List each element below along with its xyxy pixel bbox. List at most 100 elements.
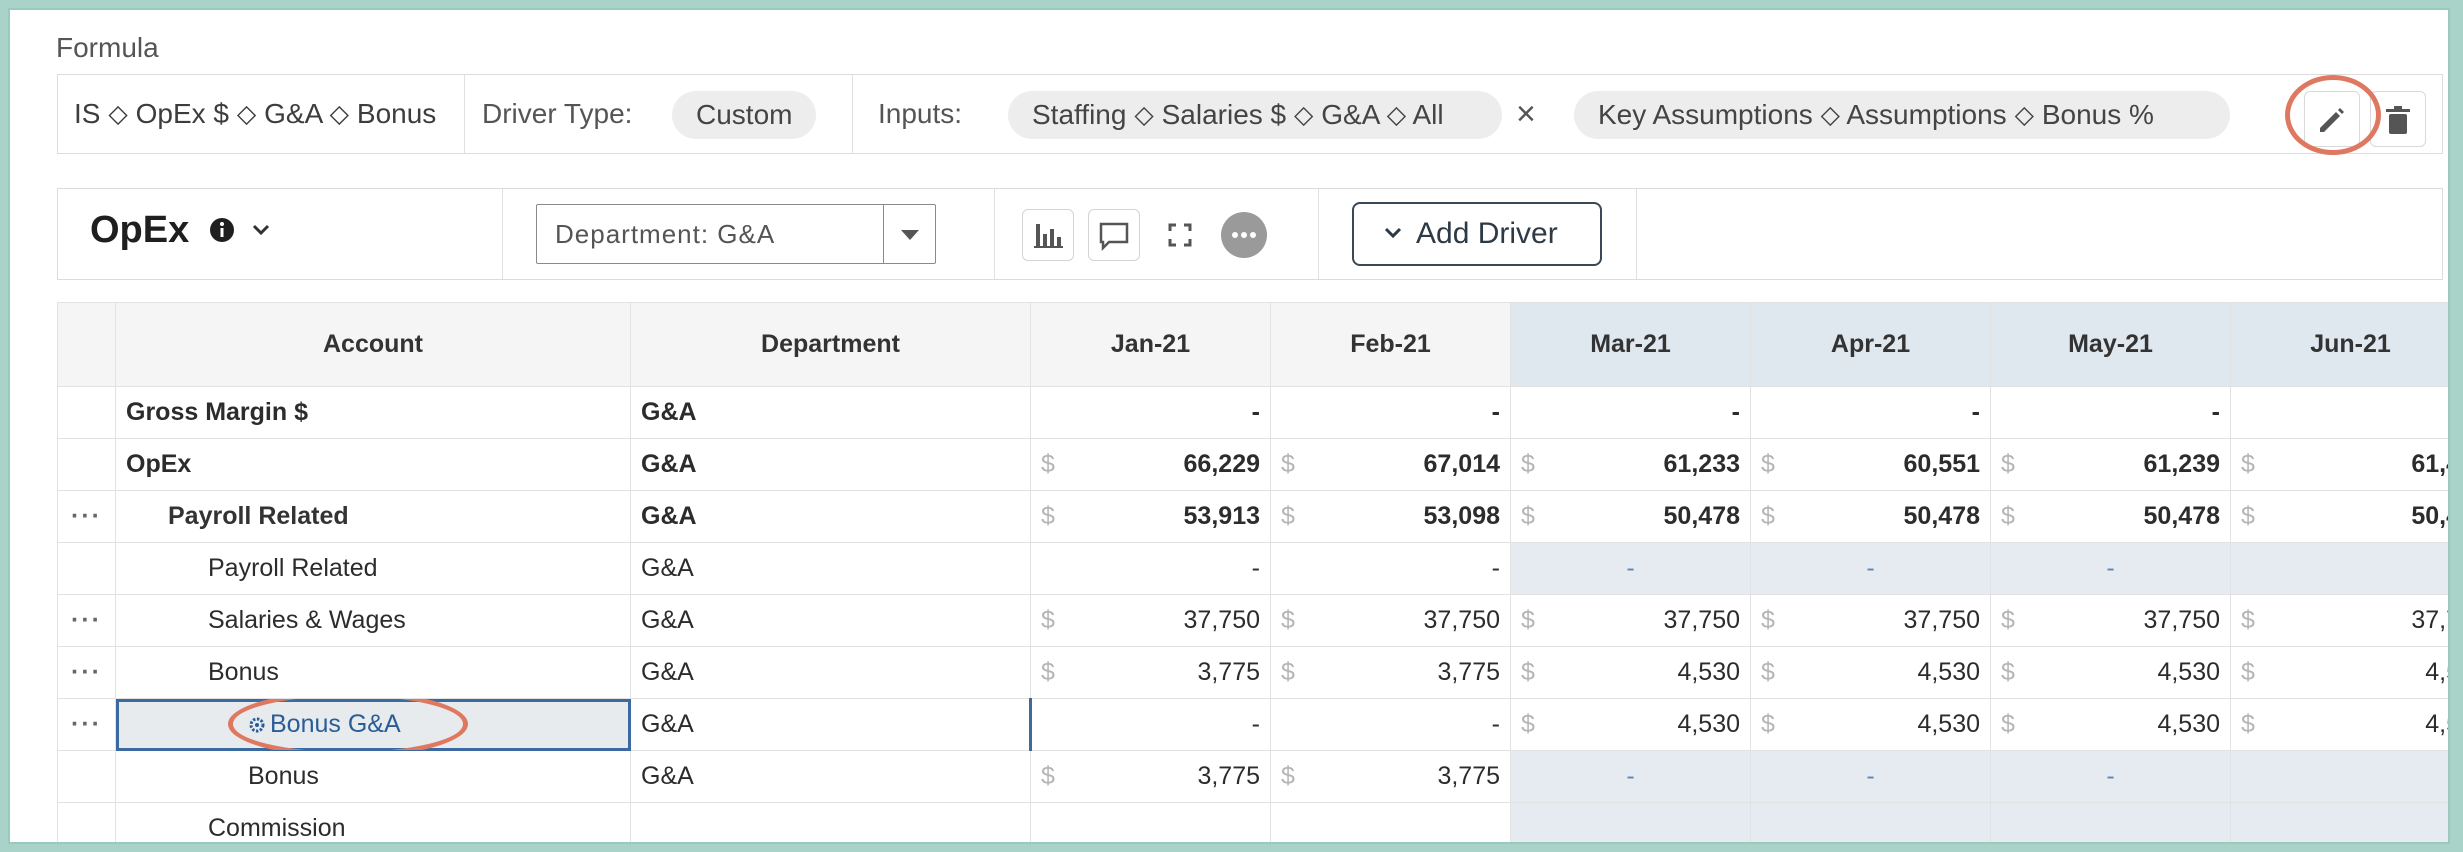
currency-symbol: $: [1281, 502, 1295, 530]
value-cell[interactable]: -: [1510, 542, 1751, 595]
value-cell[interactable]: $53,913: [1030, 490, 1271, 543]
account-cell[interactable]: Bonus: [115, 750, 631, 803]
header-account[interactable]: Account: [115, 302, 631, 387]
value-cell[interactable]: $50,478: [1750, 490, 1991, 543]
value-cell[interactable]: $4,530: [1750, 646, 1991, 699]
value-cell[interactable]: -: [1030, 386, 1271, 439]
account-cell[interactable]: Bonus: [115, 646, 631, 699]
value-cell[interactable]: $61,233: [1510, 438, 1751, 491]
value-cell[interactable]: [2230, 386, 2448, 439]
account-cell[interactable]: Payroll Related: [115, 542, 631, 595]
department-cell[interactable]: G&A: [630, 438, 1031, 491]
info-icon[interactable]: [208, 216, 236, 244]
value-cell[interactable]: $3,775: [1270, 646, 1511, 699]
header-month[interactable]: Jun-21: [2230, 302, 2448, 387]
value-cell[interactable]: [2230, 802, 2448, 842]
account-cell[interactable]: Commission: [115, 802, 631, 842]
header-month[interactable]: May-21: [1990, 302, 2231, 387]
currency-symbol: $: [1761, 658, 1775, 686]
highlight-ring: [2285, 75, 2381, 155]
value-cell[interactable]: [1990, 802, 2231, 842]
input-pill-key-assumptions[interactable]: Key Assumptions ⬦ Assumptions ⬦ Bonus %: [1574, 91, 2230, 139]
account-cell[interactable]: OpEx: [115, 438, 631, 491]
value-cell[interactable]: -: [1029, 698, 1271, 751]
department-cell[interactable]: G&A: [630, 542, 1031, 595]
header-month[interactable]: Mar-21: [1510, 302, 1751, 387]
chart-button[interactable]: [1022, 209, 1074, 261]
value-cell[interactable]: -: [1510, 750, 1751, 803]
value-cell[interactable]: $61,239: [1990, 438, 2231, 491]
header-month[interactable]: Apr-21: [1750, 302, 1991, 387]
value-cell[interactable]: $67,014: [1270, 438, 1511, 491]
value-cell[interactable]: -: [1750, 386, 1991, 439]
value-cell[interactable]: $60,551: [1750, 438, 1991, 491]
fullscreen-button[interactable]: [1154, 209, 1206, 261]
value-cell[interactable]: -: [1990, 386, 2231, 439]
value-cell[interactable]: -: [1990, 750, 2231, 803]
value-cell[interactable]: -: [1750, 542, 1991, 595]
account-cell[interactable]: Payroll Related: [115, 490, 631, 543]
chevron-down-icon[interactable]: [248, 217, 274, 243]
value-cell[interactable]: -: [1270, 386, 1511, 439]
value-cell[interactable]: $37,750: [1750, 594, 1991, 647]
header-month[interactable]: Feb-21: [1270, 302, 1511, 387]
row-menu-button[interactable]: ···: [57, 594, 116, 647]
value-cell[interactable]: $50,4: [2230, 490, 2448, 543]
value-cell[interactable]: -: [1030, 542, 1271, 595]
value-cell[interactable]: -: [1270, 542, 1511, 595]
input-pill-staffing[interactable]: Staffing ⬦ Salaries $ ⬦ G&A ⬦ All: [1008, 91, 1502, 139]
department-cell[interactable]: G&A: [630, 594, 1031, 647]
account-cell[interactable]: Gross Margin $: [115, 386, 631, 439]
value-cell[interactable]: $4,530: [1750, 698, 1991, 751]
value-cell[interactable]: $3,775: [1030, 646, 1271, 699]
value-cell[interactable]: $37,7: [2230, 594, 2448, 647]
add-driver-button[interactable]: Add Driver: [1352, 202, 1602, 266]
value-cell[interactable]: $4,530: [1510, 646, 1751, 699]
row-menu-button[interactable]: ···: [57, 490, 116, 543]
value-cell[interactable]: [2230, 542, 2448, 595]
value-cell[interactable]: [1510, 802, 1751, 842]
value-cell[interactable]: -: [1270, 698, 1511, 751]
value-cell[interactable]: $37,750: [1990, 594, 2231, 647]
value-cell[interactable]: $37,750: [1510, 594, 1751, 647]
comment-button[interactable]: [1088, 209, 1140, 261]
value-cell[interactable]: $50,478: [1510, 490, 1751, 543]
value-cell[interactable]: [1030, 802, 1271, 842]
department-cell[interactable]: G&A: [630, 386, 1031, 439]
department-cell[interactable]: G&A: [630, 490, 1031, 543]
department-cell[interactable]: G&A: [630, 750, 1031, 803]
value-text: 50,478: [1663, 502, 1740, 530]
department-cell[interactable]: G&A: [630, 698, 1031, 751]
driver-type-pill[interactable]: Custom: [672, 91, 817, 139]
value-cell[interactable]: -: [1750, 750, 1991, 803]
value-cell[interactable]: $66,229: [1030, 438, 1271, 491]
value-cell[interactable]: $4,530: [1990, 646, 2231, 699]
value-cell[interactable]: $3,775: [1270, 750, 1511, 803]
value-cell[interactable]: $4,5: [2230, 646, 2448, 699]
row-menu-button[interactable]: ···: [57, 698, 116, 751]
value-cell[interactable]: $61,4: [2230, 438, 2448, 491]
value-cell[interactable]: $4,530: [1990, 698, 2231, 751]
header-department[interactable]: Department: [630, 302, 1031, 387]
value-cell[interactable]: $4,5: [2230, 698, 2448, 751]
department-select[interactable]: Department: G&A: [536, 204, 936, 264]
sheet-title[interactable]: OpEx: [90, 209, 274, 252]
value-cell[interactable]: $3,775: [1030, 750, 1271, 803]
value-cell[interactable]: -: [1990, 542, 2231, 595]
value-cell[interactable]: $37,750: [1270, 594, 1511, 647]
more-button[interactable]: [1218, 209, 1270, 261]
header-month[interactable]: Jan-21: [1030, 302, 1271, 387]
value-cell[interactable]: $53,098: [1270, 490, 1511, 543]
account-cell[interactable]: Salaries & Wages: [115, 594, 631, 647]
department-cell[interactable]: G&A: [630, 646, 1031, 699]
value-cell[interactable]: [1270, 802, 1511, 842]
row-menu-button[interactable]: ···: [57, 646, 116, 699]
department-cell[interactable]: [630, 802, 1031, 842]
value-cell[interactable]: $50,478: [1990, 490, 2231, 543]
value-cell[interactable]: [1750, 802, 1991, 842]
value-cell[interactable]: $4,530: [1510, 698, 1751, 751]
value-cell[interactable]: [2230, 750, 2448, 803]
value-cell[interactable]: -: [1510, 386, 1751, 439]
value-cell[interactable]: $37,750: [1030, 594, 1271, 647]
account-cell-selected[interactable]: Bonus G&A: [115, 698, 631, 751]
